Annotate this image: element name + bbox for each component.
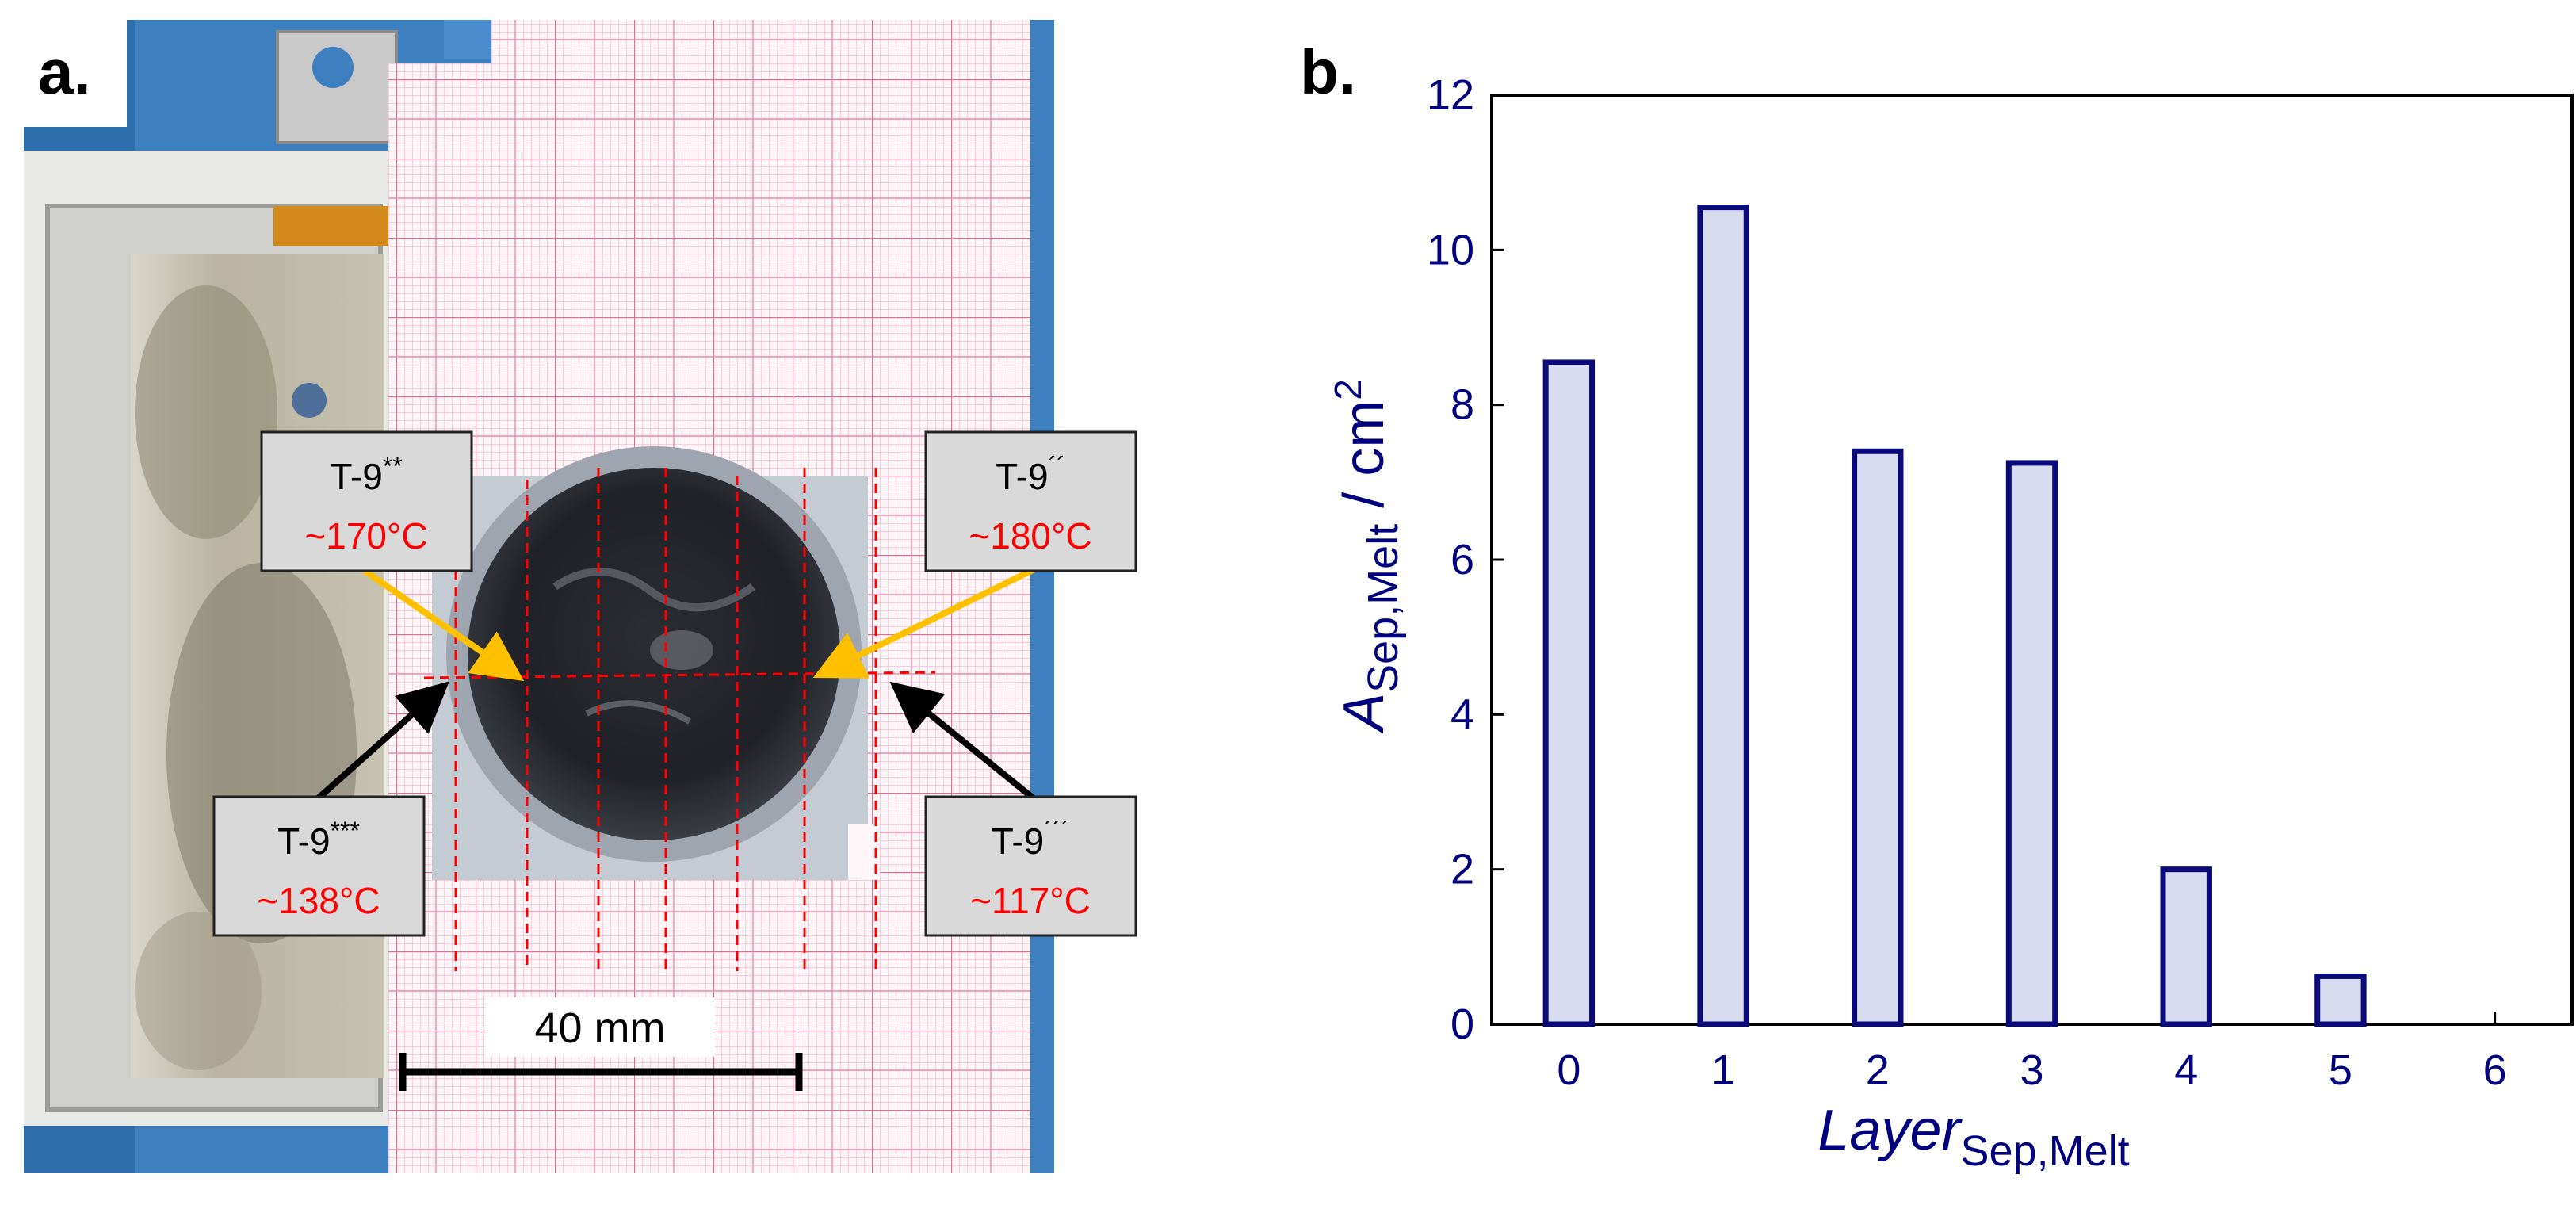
bar-3 <box>2005 460 2058 1027</box>
x-tick-label: 1 <box>1711 1046 1735 1094</box>
scale-bar: 40 mm <box>399 997 803 1091</box>
pouch-cell <box>24 30 398 1126</box>
svg-text:~170°C: ~170°C <box>304 515 427 557</box>
panel-label-b: b. <box>1300 36 1356 107</box>
callout-arrows <box>313 566 1037 803</box>
x-tick-label: 0 <box>1557 1046 1580 1094</box>
y-tick-label: 2 <box>1450 846 1474 893</box>
y-tick-label: 10 <box>1427 226 1474 274</box>
y-tick-label: 12 <box>1427 71 1474 119</box>
y-tick-label: 4 <box>1450 690 1474 738</box>
x-tick-label: 6 <box>2483 1046 2507 1094</box>
bars <box>1542 205 2367 1027</box>
bar-2 <box>1852 448 1904 1027</box>
y-tick-label: 8 <box>1450 381 1474 429</box>
scale-bar-label: 40 mm <box>534 1004 665 1052</box>
svg-text:T-9´´: T-9´´ <box>996 452 1065 497</box>
callout-t9-dprime: T-9´´ ~180°C <box>924 430 1137 572</box>
x-tick-label: 3 <box>2020 1046 2043 1094</box>
svg-text:~180°C: ~180°C <box>969 515 1091 557</box>
svg-text:~138°C: ~138°C <box>257 880 380 921</box>
svg-text:LayerSep,Melt: LayerSep,Melt <box>1817 1099 2129 1175</box>
y-tick-label: 0 <box>1450 1000 1474 1048</box>
y-tick-labels: 0 2 4 6 8 10 12 <box>1427 71 1474 1048</box>
svg-text:T-9´´´: T-9´´´ <box>992 817 1069 862</box>
bar-0 <box>1542 359 1596 1027</box>
callout-t9-tprime: T-9´´´ ~117°C <box>924 795 1137 937</box>
bar-5 <box>2314 973 2367 1027</box>
bar-4 <box>2160 866 2212 1027</box>
callout-t9-2star: T-9** ~170°C <box>260 430 473 572</box>
bar-1 <box>1697 205 1749 1027</box>
callout-t9-3star: T-9*** ~138°C <box>212 795 426 937</box>
svg-text:T-9**: T-9** <box>330 452 402 497</box>
x-tick-label: 5 <box>2329 1046 2352 1094</box>
svg-text:~117°C: ~117°C <box>970 880 1091 921</box>
x-axis-label-group: LayerSep,Melt <box>1817 1099 2129 1175</box>
x-tick-label: 2 <box>1866 1046 1890 1094</box>
svg-text:ASep,Melt / cm2: ASep,Melt / cm2 <box>1328 379 1407 734</box>
x-tick-labels: 0 1 2 3 4 5 6 <box>1557 1046 2506 1094</box>
separator-window <box>432 446 880 880</box>
y-axis-label-group: ASep,Melt / cm2 <box>1328 379 1407 734</box>
y-tick-label: 6 <box>1450 536 1474 583</box>
panel-label-a: a. <box>38 36 91 107</box>
svg-text:T-9***: T-9*** <box>277 817 360 862</box>
photo-panel: T-9** ~170°C T-9´´ ~180°C T-9*** ~138°C … <box>0 0 1137 1173</box>
x-tick-label: 4 <box>2174 1046 2198 1094</box>
